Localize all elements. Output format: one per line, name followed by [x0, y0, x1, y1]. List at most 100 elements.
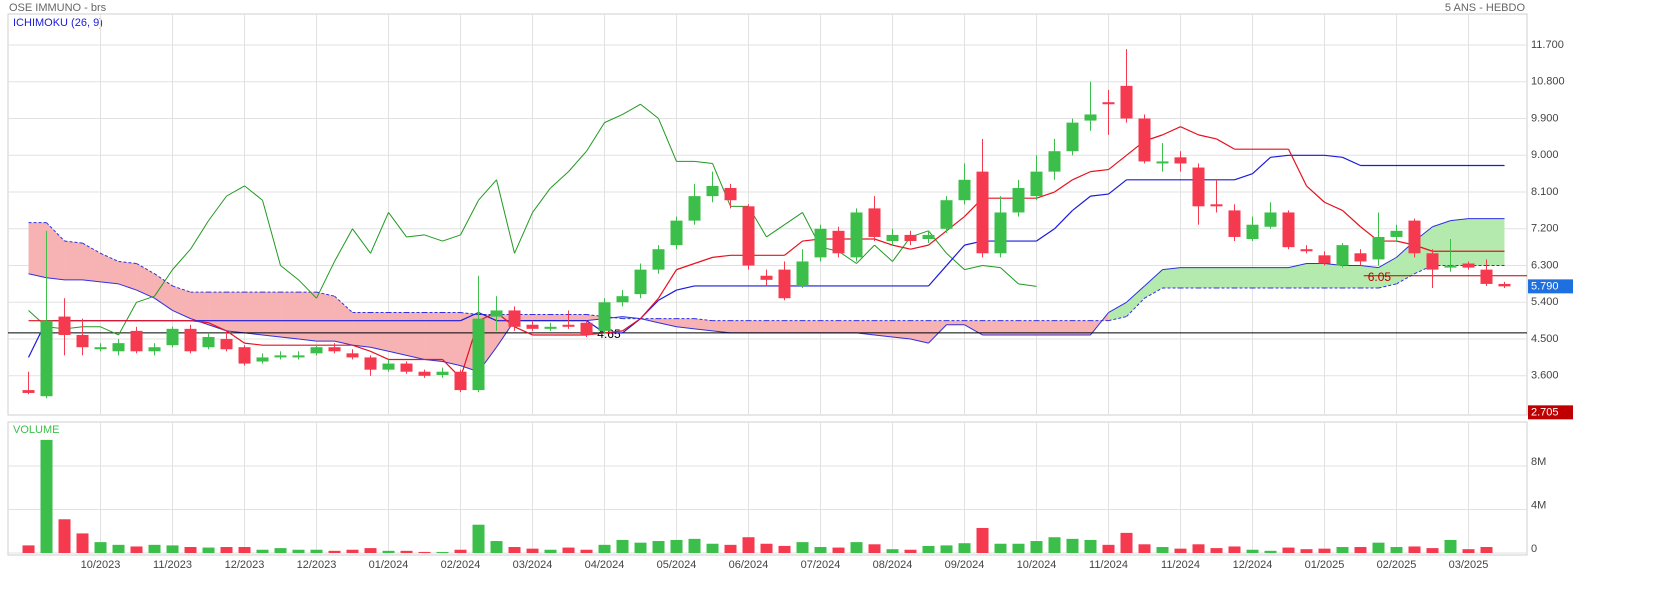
chikou-line — [190, 220, 209, 250]
cloud — [190, 292, 209, 325]
span-a-line — [874, 334, 893, 338]
volume-bar — [1282, 547, 1295, 553]
candle-body — [166, 328, 179, 346]
cloud — [766, 320, 785, 333]
price-pane — [7, 13, 1528, 416]
x-tick-label: 08/2024 — [873, 559, 913, 571]
cloud — [946, 320, 965, 325]
cloud — [1072, 320, 1091, 335]
kijun-line — [1036, 228, 1055, 242]
span-a-line — [82, 279, 101, 283]
volume-bar — [670, 539, 683, 553]
chikou-line — [946, 252, 965, 270]
price-label-box — [1528, 405, 1573, 420]
y-tick-label: 7.200 — [1531, 223, 1559, 235]
x-tick-label: 06/2024 — [729, 559, 769, 571]
candle-body — [220, 339, 233, 350]
volume-label: VOLUME — [13, 424, 59, 436]
chikou-line — [496, 179, 515, 254]
cloud — [658, 318, 677, 327]
cloud — [694, 318, 713, 331]
span-b-line — [136, 263, 155, 275]
volume-bar — [22, 545, 35, 553]
candle-body — [1462, 263, 1475, 268]
y-tick-label: 6.300 — [1531, 259, 1559, 271]
volume-bar — [1318, 548, 1331, 553]
volume-bar — [832, 547, 845, 553]
volume-bar — [1174, 548, 1187, 553]
tenkan-line — [1324, 201, 1343, 211]
chikou-line — [856, 244, 875, 264]
volume-bar — [1336, 547, 1349, 553]
chikou-line — [172, 248, 191, 270]
candle-body — [886, 234, 899, 242]
tenkan-line — [640, 297, 659, 320]
volume-bar — [1354, 547, 1367, 553]
candle-body — [256, 357, 269, 362]
cloud — [748, 320, 767, 333]
candle-body — [238, 347, 251, 364]
span-a-line — [388, 350, 407, 356]
volume-bar — [1030, 541, 1043, 553]
span-a-line — [658, 322, 677, 328]
cloud — [910, 320, 929, 344]
volume-bar — [1444, 539, 1457, 553]
candle-body — [814, 228, 827, 258]
cloud — [64, 241, 83, 280]
volume-bar — [274, 548, 287, 553]
candle-body — [112, 343, 125, 352]
kijun-line — [676, 285, 695, 291]
volume-bar — [1480, 547, 1493, 553]
cloud — [1108, 302, 1127, 321]
span-a-line — [1090, 312, 1109, 336]
candle-body — [1264, 212, 1277, 227]
tenkan-line — [712, 254, 731, 258]
volume-bar — [1102, 544, 1115, 553]
tenkan-line — [1108, 154, 1127, 171]
cloud — [928, 320, 947, 344]
cloud — [1198, 267, 1217, 289]
cloud — [136, 263, 155, 299]
tenkan-line — [910, 244, 929, 250]
span-b-line — [64, 240, 83, 244]
volume-bar — [490, 541, 503, 553]
span-a-line — [1360, 265, 1379, 269]
candle-body — [994, 212, 1007, 254]
cloud — [1162, 267, 1181, 289]
chikou-line — [982, 265, 1001, 269]
y-tick-label: 5.400 — [1531, 296, 1559, 308]
candle-body — [1174, 157, 1187, 164]
volume-bar — [1066, 538, 1079, 553]
candle-body — [1444, 265, 1457, 268]
cloud — [1144, 269, 1163, 299]
span-b-line — [1108, 316, 1127, 322]
kijun-line — [1072, 195, 1091, 211]
tenkan-line — [784, 240, 803, 256]
tenkan-line — [694, 256, 713, 265]
candle-body — [364, 357, 377, 370]
tenkan-line — [1216, 138, 1235, 150]
volume-bar — [598, 544, 611, 553]
x-tick-label: 11/2024 — [1161, 559, 1200, 571]
cloud — [856, 320, 875, 335]
volume-bar — [1372, 542, 1385, 553]
span-a-line — [334, 340, 353, 346]
chikou-line — [622, 103, 641, 115]
tenkan-line — [352, 344, 371, 352]
chikou-line — [136, 295, 155, 303]
tenkan-line — [370, 350, 389, 361]
cloud — [1360, 265, 1379, 289]
price-label: 5.790 — [1531, 280, 1559, 292]
cloud — [1252, 267, 1271, 289]
span-b-line — [118, 260, 137, 264]
span-a-line — [622, 316, 641, 320]
candle-body — [202, 337, 215, 348]
span-b-line — [82, 242, 101, 254]
candle-body — [184, 328, 197, 352]
chikou-line — [298, 279, 317, 299]
volume-tick-label: 4M — [1531, 499, 1546, 511]
volume-bar — [148, 544, 161, 553]
candle-body — [346, 353, 359, 358]
volume-tick-label: 0 — [1531, 543, 1537, 555]
